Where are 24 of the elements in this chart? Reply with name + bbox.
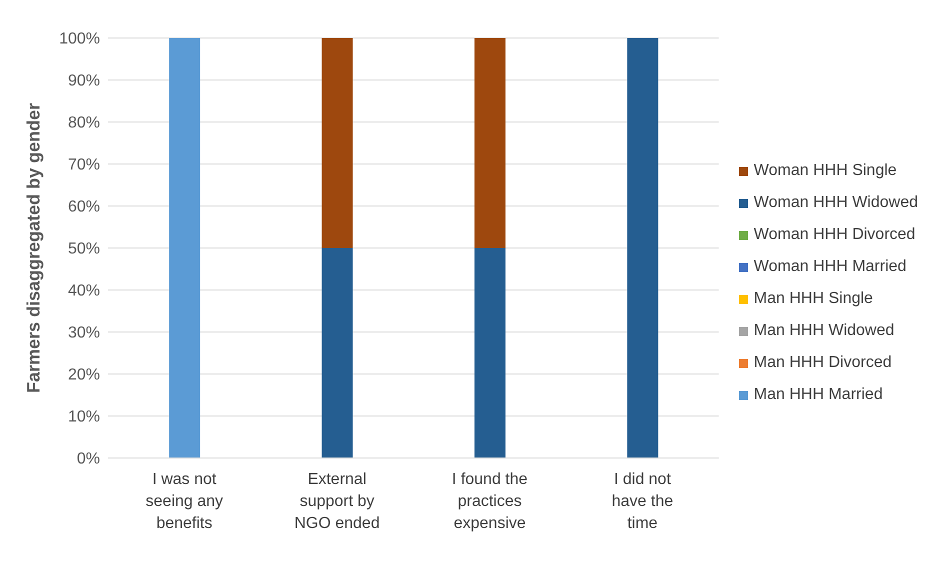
legend-label: Man HHH Divorced <box>752 354 893 372</box>
y-tick-label: 40% <box>68 282 100 300</box>
y-tick-label: 80% <box>68 114 100 132</box>
y-tick-label: 30% <box>68 324 100 342</box>
x-tick-label: I was not seeing any benefits <box>146 471 224 532</box>
y-tick-label: 70% <box>68 156 100 174</box>
y-tick-label: 0% <box>76 450 100 468</box>
legend-label: Man HHH Widowed <box>752 322 896 340</box>
y-tick-label: 90% <box>68 72 100 90</box>
legend-label: Man HHH Married <box>752 386 884 404</box>
legend-label: Woman HHH Single <box>752 162 898 180</box>
legend-label: Woman HHH Widowed <box>752 194 918 212</box>
y-tick-label: 60% <box>68 198 100 216</box>
x-tick-label: I found the practices expensive <box>452 471 528 532</box>
y-tick-label: 100% <box>59 30 100 48</box>
x-tick-label: External support by NGO ended <box>294 471 380 532</box>
y-tick-label: 20% <box>68 366 100 384</box>
legend-label: Woman HHH Married <box>752 258 908 276</box>
legend-label: Woman HHH Divorced <box>752 226 916 244</box>
y-tick-label: 10% <box>68 408 100 426</box>
legend-label: Man HHH Single <box>752 290 874 308</box>
y-axis-title: Farmers disaggregated by gender <box>23 102 44 394</box>
y-tick-label: 50% <box>68 240 100 258</box>
x-tick-label: I did not have the time <box>612 471 674 532</box>
